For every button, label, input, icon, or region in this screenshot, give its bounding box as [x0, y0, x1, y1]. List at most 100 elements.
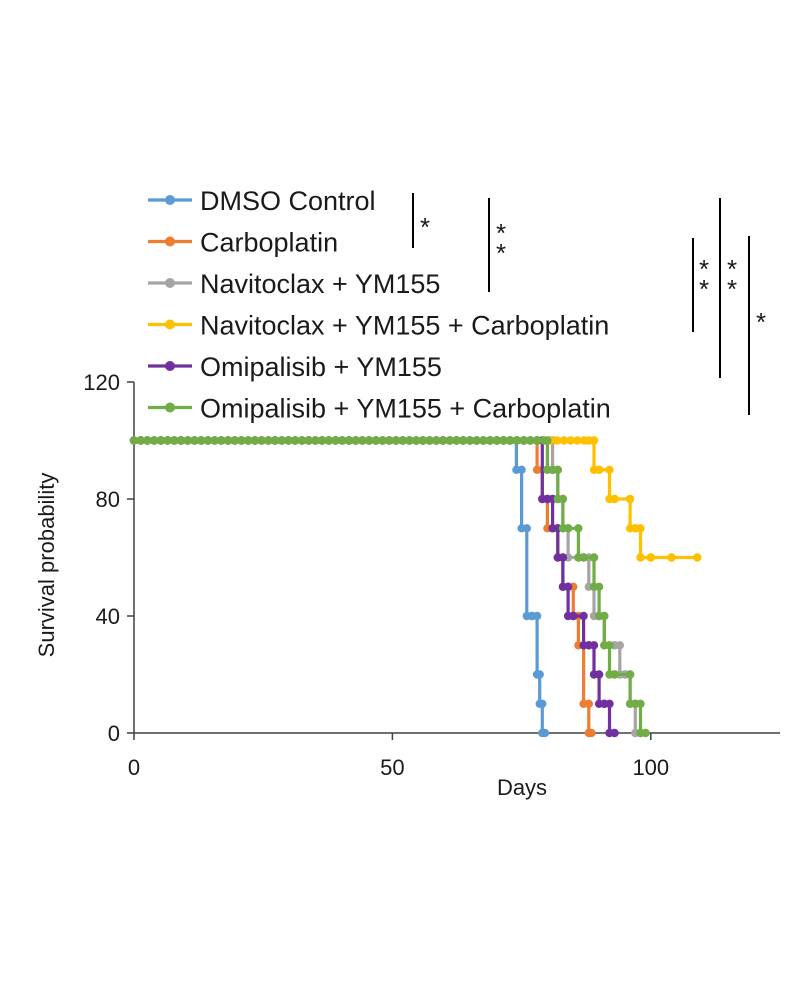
x-axis-title: Days	[497, 775, 547, 800]
data-point	[569, 611, 578, 621]
legend-entry-4: Navitoclax + YM155 + Carboplatin	[148, 311, 609, 341]
y-tick-label: 120	[83, 370, 120, 395]
legend-entry-3: Navitoclax + YM155	[148, 269, 440, 299]
data-point	[277, 436, 286, 445]
significance-label: *	[699, 254, 709, 284]
data-point	[625, 670, 635, 679]
data-point	[579, 553, 588, 562]
data-point	[526, 436, 535, 445]
data-point	[519, 436, 528, 445]
data-point	[615, 641, 624, 650]
legend-label: Carboplatin	[200, 228, 338, 258]
data-point	[594, 670, 604, 679]
data-point	[589, 641, 599, 650]
data-point	[391, 436, 401, 445]
data-point	[398, 436, 407, 445]
data-point	[517, 465, 526, 474]
data-point	[237, 436, 246, 445]
data-point	[532, 436, 542, 445]
data-point	[610, 728, 619, 738]
data-point	[183, 436, 192, 445]
data-point	[257, 436, 266, 445]
data-point	[297, 436, 307, 445]
data-point	[535, 670, 544, 679]
y-tick-label: 80	[96, 487, 120, 512]
significance-brackets: * *******	[412, 193, 766, 415]
data-point	[371, 436, 381, 445]
data-point	[472, 436, 481, 445]
data-point	[646, 553, 655, 562]
data-point	[559, 436, 569, 445]
data-point	[412, 436, 421, 445]
data-point	[418, 436, 428, 445]
data-point	[636, 699, 645, 708]
data-point	[589, 553, 599, 562]
series-line	[134, 438, 698, 560]
significance-bracket-1: *	[412, 193, 430, 248]
data-point	[190, 436, 199, 445]
legend-marker	[165, 236, 175, 247]
data-point	[563, 582, 573, 591]
data-point	[573, 436, 582, 445]
data-point	[270, 436, 280, 445]
data-point	[589, 436, 599, 445]
data-point	[594, 582, 604, 591]
data-point	[579, 436, 589, 445]
data-point	[610, 494, 619, 504]
data-point	[197, 436, 206, 445]
y-tick-label: 40	[96, 604, 120, 629]
data-point	[324, 436, 333, 445]
data-point	[479, 436, 488, 445]
significance-label: *	[699, 274, 709, 304]
data-point	[210, 436, 219, 445]
series-line	[134, 438, 545, 735]
legend-entry-2: Carboplatin	[148, 228, 338, 258]
data-point	[605, 465, 614, 474]
x-tick-label: 0	[128, 755, 140, 780]
significance-label: *	[496, 218, 506, 248]
data-point	[579, 611, 588, 621]
data-point	[532, 611, 542, 621]
data-point	[605, 641, 614, 650]
data-point	[284, 436, 293, 445]
data-point	[485, 436, 495, 445]
data-point	[129, 436, 139, 445]
legend-label: Omipalisib + YM155 + Carboplatin	[200, 394, 611, 424]
data-point	[538, 699, 547, 708]
series-4	[129, 436, 702, 562]
data-point	[331, 436, 340, 445]
series-layer	[129, 436, 702, 738]
data-point	[425, 436, 434, 445]
data-point	[291, 436, 300, 445]
data-point	[558, 494, 568, 504]
data-point	[143, 436, 152, 445]
data-point	[317, 436, 327, 445]
data-point	[150, 436, 159, 445]
data-point	[641, 728, 650, 738]
legend-marker	[165, 361, 175, 371]
legend-label: Navitoclax + YM155	[200, 269, 440, 299]
series-1	[129, 436, 550, 738]
data-point	[223, 436, 233, 445]
significance-label: *	[756, 307, 766, 337]
legend-entry-1: DMSO Control	[148, 186, 376, 216]
x-tick-label: 100	[632, 755, 669, 780]
data-point	[563, 524, 573, 533]
legend-marker	[165, 319, 175, 330]
data-point	[385, 436, 394, 445]
y-tick-label: 0	[108, 721, 120, 746]
data-point	[438, 436, 448, 445]
significance-label: *	[496, 238, 506, 268]
data-point	[610, 670, 619, 679]
data-point	[587, 728, 596, 738]
data-point	[445, 436, 454, 445]
significance-bracket-3: **	[692, 238, 709, 332]
significance-label: *	[420, 212, 430, 242]
legend-label: Navitoclax + YM155 + Carboplatin	[200, 311, 609, 341]
data-point	[304, 436, 313, 445]
data-point	[459, 436, 468, 445]
data-point	[250, 436, 260, 445]
data-point	[667, 553, 676, 562]
